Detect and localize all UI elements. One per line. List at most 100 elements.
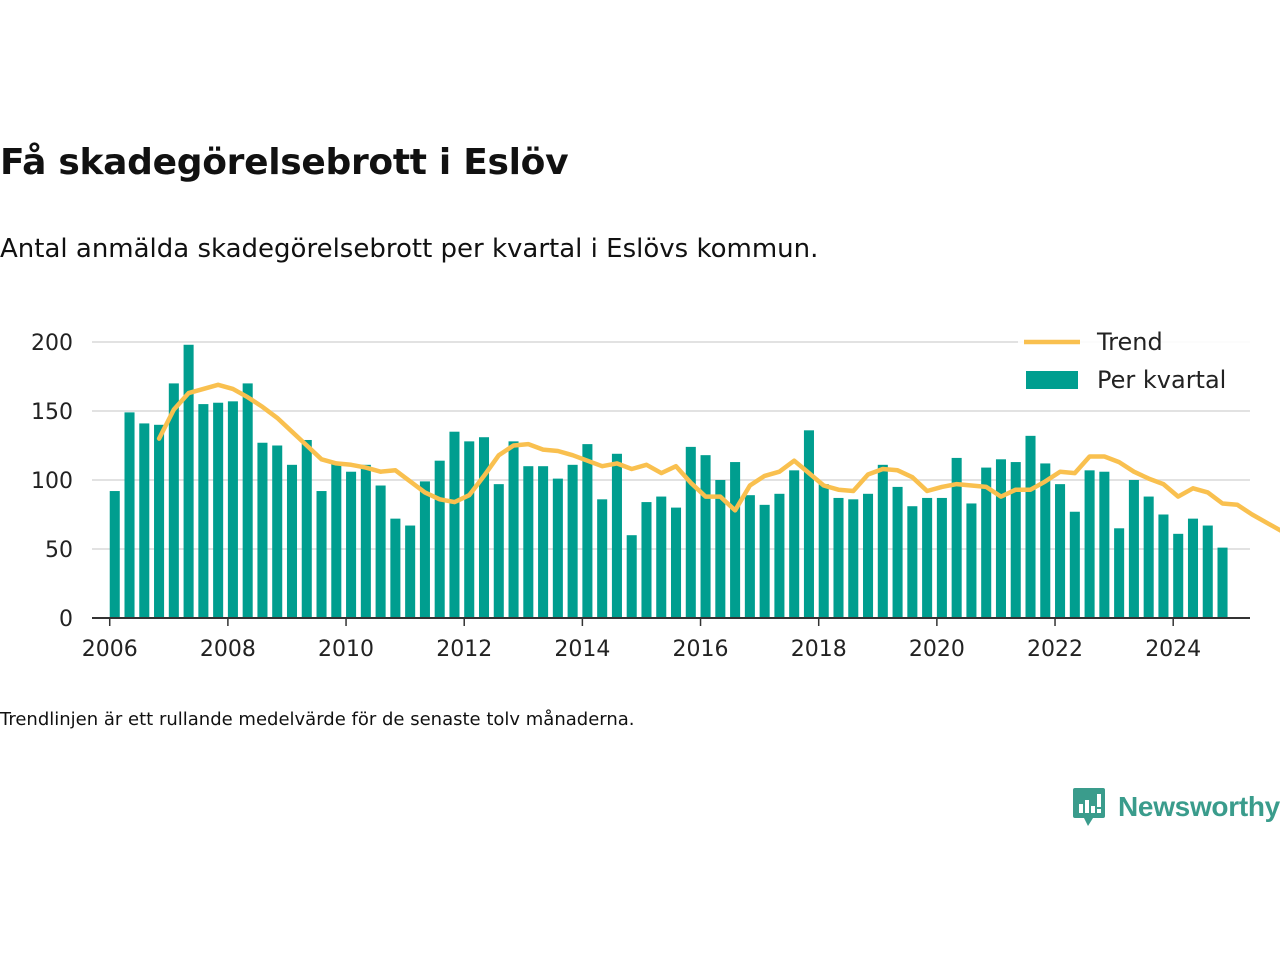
bar [419, 481, 430, 618]
bar [1187, 518, 1199, 618]
bar [508, 441, 519, 618]
legend-background [1018, 326, 1250, 404]
bar [936, 497, 947, 618]
bar [789, 470, 800, 618]
bar [1084, 470, 1095, 618]
bar [877, 464, 888, 618]
bar [597, 499, 608, 618]
bar [1114, 528, 1125, 618]
bar [685, 446, 696, 618]
bar [301, 439, 312, 618]
bar [109, 491, 120, 618]
bar [582, 444, 593, 618]
chart-title: Få skadegörelsebrott i Eslöv [0, 142, 569, 183]
x-tick-label: 2018 [791, 637, 847, 662]
bar [715, 480, 726, 618]
bar [523, 466, 534, 618]
bar-series [109, 344, 1228, 618]
x-axis-tick-labels: 2006 2008 2010 2012 2014 2016 2018 2020 2022 2024 [82, 618, 1201, 662]
y-tick-label: 100 [31, 469, 73, 494]
bar [744, 495, 755, 618]
x-tick-label: 2010 [318, 637, 374, 662]
bar [375, 485, 386, 618]
bar [493, 484, 504, 618]
bar [700, 455, 711, 618]
brand-logo: Newsworthy [1072, 786, 1280, 828]
y-tick-label: 50 [45, 538, 73, 563]
bar [567, 464, 578, 618]
legend-trend-label: Trend [1096, 328, 1163, 356]
bar [213, 402, 224, 618]
bar [863, 493, 874, 618]
bar [198, 404, 209, 618]
bar [1010, 462, 1021, 618]
bar [1158, 514, 1169, 618]
bar [656, 496, 667, 618]
y-axis-tick-labels: 0 50 100 150 200 [31, 331, 73, 632]
bar [478, 437, 490, 618]
bar [1173, 533, 1184, 618]
chart-subtitle: Antal anmälda skadegörelsebrott per kvar… [0, 234, 819, 264]
bar [434, 460, 445, 618]
x-tick-label: 2020 [909, 637, 965, 662]
newsworthy-logo-icon [1073, 788, 1105, 826]
bar [833, 497, 844, 618]
bar [892, 486, 903, 618]
x-tick-label: 2006 [82, 637, 138, 662]
bar [981, 467, 992, 618]
chart: 0 50 100 150 200 2006 2008 2010 2012 2014 2016 201… [31, 326, 1280, 662]
legend: Trend Per kvartal [1018, 326, 1250, 404]
bar [242, 383, 253, 618]
x-tick-label: 2012 [436, 637, 492, 662]
bar [1202, 525, 1213, 618]
chart-note: Trendlinjen är ett rullande medelvärde f… [0, 709, 635, 730]
bar [286, 464, 298, 618]
legend-bar-swatch [1026, 371, 1078, 389]
bar [168, 383, 179, 618]
bar [390, 518, 401, 618]
bar [360, 464, 371, 618]
bar [922, 497, 933, 618]
bar [139, 423, 150, 618]
bar [951, 457, 962, 618]
bar [759, 504, 770, 618]
y-tick-label: 150 [31, 400, 73, 425]
trend-line [156, 382, 1280, 533]
bar [346, 471, 357, 618]
x-tick-label: 2022 [1027, 637, 1083, 662]
bar [227, 401, 238, 618]
bar [611, 453, 622, 618]
bar [1099, 471, 1110, 618]
x-tick-label: 2008 [200, 637, 256, 662]
bar [1217, 547, 1228, 618]
bar [538, 466, 549, 618]
bar [1143, 496, 1154, 618]
bar [1025, 435, 1036, 618]
x-tick-label: 2024 [1145, 637, 1201, 662]
bar [818, 484, 829, 618]
bar [966, 503, 977, 618]
bar [449, 431, 460, 618]
brand-name: Newsworthy [1118, 791, 1280, 822]
x-tick-label: 2016 [673, 637, 729, 662]
legend-bar-label: Per kvartal [1097, 366, 1226, 394]
bar [1055, 484, 1066, 618]
bar [1128, 480, 1139, 618]
bar [641, 502, 652, 618]
bar [848, 499, 859, 618]
y-tick-label: 200 [31, 331, 73, 356]
bar [257, 442, 268, 618]
x-tick-label: 2014 [554, 637, 610, 662]
bar [464, 441, 475, 618]
bar [331, 463, 342, 618]
bar [272, 445, 283, 618]
bar [1069, 511, 1080, 618]
y-tick-label: 0 [59, 607, 73, 632]
bar [626, 535, 637, 618]
bar [995, 459, 1006, 618]
bar [154, 424, 165, 618]
bar [124, 412, 135, 618]
bar [552, 478, 563, 618]
bar [730, 462, 741, 618]
bar [671, 507, 682, 618]
